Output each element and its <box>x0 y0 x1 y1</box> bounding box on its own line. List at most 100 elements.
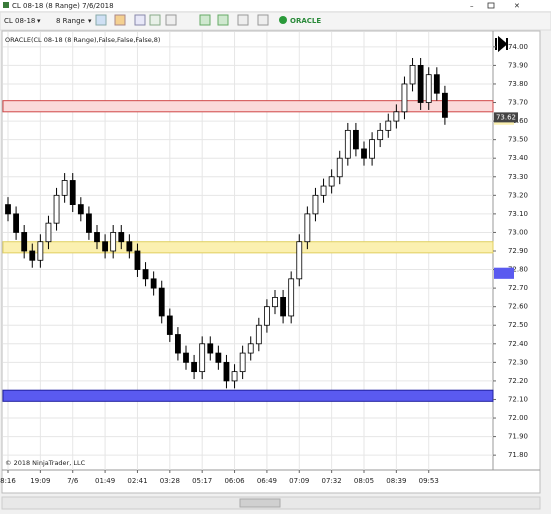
x-tick-label: 02:41 <box>127 477 147 485</box>
y-tick-label: 73.20 <box>508 191 528 199</box>
y-tick-label: 71.90 <box>508 433 528 441</box>
price-zone <box>2 241 494 254</box>
candle-body <box>142 269 149 280</box>
data-box-button[interactable] <box>257 14 269 26</box>
candle-body <box>69 180 76 206</box>
candle-body <box>29 250 36 261</box>
candle-body <box>21 232 28 252</box>
zoom-button[interactable] <box>165 14 177 26</box>
candle-body <box>110 232 117 252</box>
side-strip <box>541 31 550 493</box>
y-tick-label: 73.70 <box>508 99 528 107</box>
candle-body <box>344 129 351 159</box>
close-button[interactable]: ✕ <box>514 2 520 10</box>
x-tick-label: 09:53 <box>419 477 439 485</box>
candle-body <box>304 213 311 243</box>
minimize-button[interactable]: – <box>470 2 474 10</box>
candle-body <box>239 352 246 373</box>
candle-body <box>385 120 392 131</box>
candle-body <box>199 343 206 373</box>
y-tick-label: 72.20 <box>508 377 528 385</box>
last-price-label: 73.62 <box>496 113 516 121</box>
pointer-button[interactable] <box>149 14 161 26</box>
price-zone <box>2 389 494 402</box>
draw-button[interactable] <box>114 14 126 26</box>
y-tick-label: 73.90 <box>508 61 528 69</box>
properties-button[interactable] <box>237 14 249 26</box>
candle-body <box>13 213 19 233</box>
candle-body <box>264 306 270 326</box>
candle-body <box>336 157 343 178</box>
dropdown-arrow[interactable]: ▾ <box>88 17 92 25</box>
dropdown-arrow[interactable]: ▾ <box>37 17 41 25</box>
candle-body <box>223 361 230 382</box>
candle-body <box>102 241 108 252</box>
y-tick-label: 72.30 <box>508 358 528 366</box>
y-tick-label: 73.40 <box>508 154 528 162</box>
candle-body <box>312 194 319 215</box>
candle-body <box>118 232 125 243</box>
x-tick-label: 08:39 <box>386 477 406 485</box>
y-tick-label: 73.10 <box>508 210 528 218</box>
candle-body <box>5 204 11 215</box>
candle-body <box>61 180 68 196</box>
strategies-button[interactable] <box>217 14 229 26</box>
x-tick-label: 7/6 <box>67 477 79 485</box>
candle-body <box>53 194 60 224</box>
bars-button[interactable] <box>95 14 107 26</box>
candle-body <box>425 74 432 103</box>
zones <box>2 100 494 402</box>
strategy-icon <box>279 16 287 24</box>
y-tick-label: 72.40 <box>508 340 528 348</box>
y-tick-label: 73.50 <box>508 136 528 144</box>
y-tick-label: 72.10 <box>508 395 528 403</box>
candle-body <box>296 241 303 280</box>
y-tick-label: 72.90 <box>508 247 528 255</box>
candle-body <box>207 343 214 354</box>
candle-body <box>328 176 335 187</box>
candle-body <box>393 111 400 122</box>
candle-body <box>158 287 165 317</box>
y-tick-label: 74.00 <box>508 43 528 51</box>
candle-body <box>45 222 52 243</box>
candle-body <box>191 361 197 373</box>
strategy-label[interactable]: ORACLE <box>290 17 321 25</box>
candle-body <box>280 296 286 317</box>
last-price-marker <box>494 112 518 123</box>
crosshair-button[interactable] <box>134 14 146 26</box>
y-tick-label: 72.70 <box>508 284 528 292</box>
maximize-button[interactable] <box>487 2 495 9</box>
x-tick-label: 03:28 <box>160 477 180 485</box>
window-title: CL 08-18 (8 Range) 7/6/2018 <box>12 2 114 10</box>
x-tick-label: 07:09 <box>289 477 309 485</box>
candle-body <box>166 315 173 335</box>
title-bar <box>0 0 551 11</box>
candle-body <box>94 232 100 243</box>
scrollbar-thumb[interactable] <box>239 498 281 508</box>
indicator-label: ORACLE(CL 08-18 (8 Range),False,False,Fa… <box>5 36 160 44</box>
scroll-to-end-button[interactable] <box>495 35 508 53</box>
candle-body <box>255 324 262 345</box>
app-icon <box>3 2 9 8</box>
candle-body <box>433 74 440 94</box>
x-tick-label: 06:06 <box>224 477 245 485</box>
y-tick-label: 72.60 <box>508 303 528 311</box>
indicators-button[interactable] <box>199 14 211 26</box>
x-tick-label: 07:32 <box>322 477 342 485</box>
x-tick-label: 8:16 <box>0 477 16 485</box>
candle-body <box>417 65 424 103</box>
x-tick-label: 01:49 <box>95 477 115 485</box>
instrument-selector[interactable]: CL 08-18 <box>4 17 35 25</box>
candle-body <box>126 241 133 252</box>
x-tick-label: 06:49 <box>257 477 277 485</box>
candle-body <box>183 352 189 363</box>
candle-body <box>77 204 84 215</box>
candle-body <box>409 65 416 85</box>
y-tick-label: 73.80 <box>508 80 528 88</box>
y-tick-label: 72.00 <box>508 414 528 422</box>
candle-body <box>369 139 375 159</box>
candle-body <box>377 129 384 141</box>
interval-selector[interactable]: 8 Range <box>56 17 85 25</box>
candle-body <box>215 352 222 363</box>
